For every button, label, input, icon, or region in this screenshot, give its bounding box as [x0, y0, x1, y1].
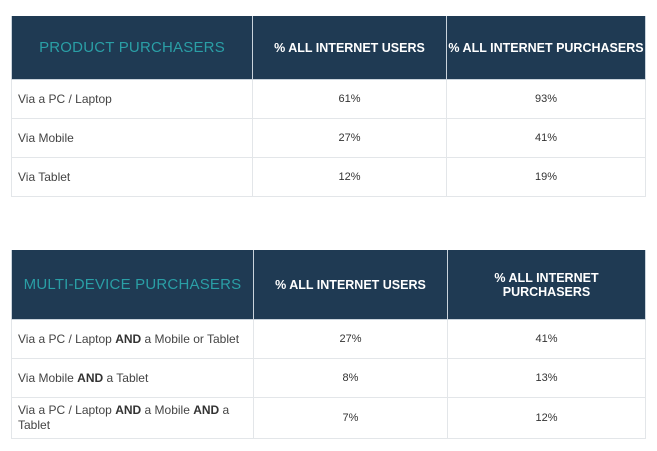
label-emphasis: AND	[193, 403, 220, 417]
row-label: Via a PC / Laptop AND a Mobile AND a Tab…	[11, 397, 254, 439]
label-text: Via a PC / Laptop	[18, 332, 116, 346]
value-purchasers: 41%	[446, 118, 646, 158]
value-purchasers: 41%	[447, 319, 646, 359]
value-users: 7%	[253, 397, 448, 439]
value-purchasers: 13%	[447, 358, 646, 398]
multi-device-purchasers-table: MULTI-DEVICE PURCHASERS % ALL INTERNET U…	[11, 250, 646, 439]
header-all-internet-purchasers: % ALL INTERNET PURCHASERS	[447, 250, 646, 320]
value-users: 12%	[252, 157, 447, 197]
row-label: Via Mobile	[11, 118, 253, 158]
header-row: PRODUCT PURCHASERS % ALL INTERNET USERS …	[11, 16, 646, 80]
label-text: a Mobile	[141, 403, 194, 417]
value-users: 61%	[252, 79, 447, 119]
product-purchasers-table: PRODUCT PURCHASERS % ALL INTERNET USERS …	[11, 16, 646, 197]
label-emphasis: AND	[115, 403, 142, 417]
header-all-internet-purchasers: % ALL INTERNET PURCHASERS	[446, 16, 646, 80]
value-users: 27%	[253, 319, 448, 359]
value-purchasers: 12%	[447, 397, 646, 439]
row-label: Via Tablet	[11, 157, 253, 197]
header-all-internet-users: % ALL INTERNET USERS	[252, 16, 447, 80]
label-text: Via Tablet	[18, 170, 71, 184]
label-text: a Tablet	[18, 403, 230, 432]
row-label: Via a PC / Laptop AND a Mobile or Tablet	[11, 319, 254, 359]
table-row: Via Mobile 27% 41%	[11, 118, 646, 158]
table-row: Via Mobile AND a Tablet 8% 13%	[11, 358, 646, 398]
label-emphasis: AND	[77, 371, 104, 385]
table-row: Via Tablet 12% 19%	[11, 157, 646, 197]
value-purchasers: 93%	[446, 79, 646, 119]
label-text: Via Mobile	[18, 131, 74, 145]
label-text: Via a PC / Laptop	[18, 403, 116, 417]
row-label: Via a PC / Laptop	[11, 79, 253, 119]
table-row: Via a PC / Laptop 61% 93%	[11, 79, 646, 119]
header-row: MULTI-DEVICE PURCHASERS % ALL INTERNET U…	[11, 250, 646, 320]
label-text: Via Mobile	[18, 371, 78, 385]
label-text: a Tablet	[103, 371, 149, 385]
table-row: Via a PC / Laptop AND a Mobile or Tablet…	[11, 319, 646, 359]
label-text: a Mobile or Tablet	[141, 332, 240, 346]
header-all-internet-users: % ALL INTERNET USERS	[253, 250, 448, 320]
label-text: Via a PC / Laptop	[18, 92, 112, 106]
row-label: Via Mobile AND a Tablet	[11, 358, 254, 398]
header-multi-device-purchasers: MULTI-DEVICE PURCHASERS	[11, 250, 254, 320]
value-users: 27%	[252, 118, 447, 158]
value-users: 8%	[253, 358, 448, 398]
label-emphasis: AND	[115, 332, 142, 346]
header-product-purchasers: PRODUCT PURCHASERS	[11, 16, 253, 80]
value-purchasers: 19%	[446, 157, 646, 197]
table-row: Via a PC / Laptop AND a Mobile AND a Tab…	[11, 397, 646, 439]
